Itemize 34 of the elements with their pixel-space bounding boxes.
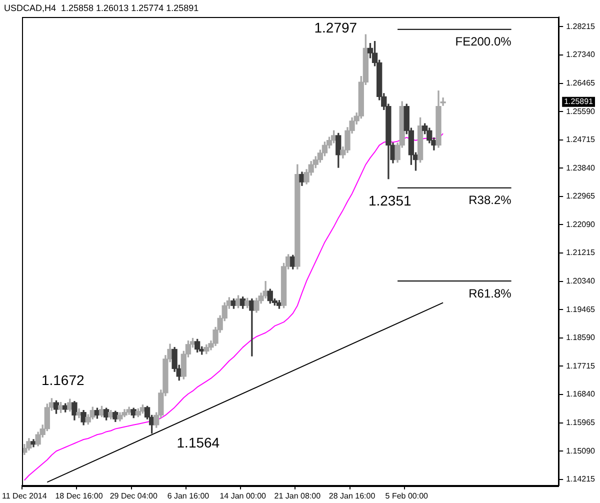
x-tick-label: 29 Dec 04:00 (110, 491, 158, 500)
annotation: 1.2351 (368, 192, 412, 208)
y-tick-label: 1.27340 (566, 50, 596, 60)
x-tick-label: 5 Feb 00:00 (385, 491, 429, 500)
series-label: FE200.0% (455, 34, 512, 49)
x-tick-label: 6 Jan 16:00 (167, 491, 210, 500)
y-tick-label: 1.14215 (566, 474, 596, 484)
y-tick-label: 1.24715 (566, 135, 596, 144)
y-tick-label: 1.28215 (566, 22, 596, 31)
series-label: R61.8% (468, 286, 512, 300)
y-tick-label: 1.19465 (566, 304, 596, 314)
annotation: 1.1672 (41, 372, 84, 388)
y-tick-label: 1.20340 (566, 276, 596, 286)
y-tick-label: 1.22090 (566, 220, 596, 229)
x-tick-label: 28 Jan 16:00 (328, 491, 376, 500)
text: 1.25891 (564, 97, 594, 106)
y-tick-label: 1.21215 (566, 248, 596, 258)
y-tick-label: 1.17715 (566, 361, 596, 370)
y-tick-label: 1.15965 (566, 418, 596, 428)
chart-title: USDCAD,H4 1.25858 1.26013 1.25774 1.25891 (4, 2, 199, 13)
annotation: 1.2797 (314, 19, 358, 36)
y-tick-label: 1.22965 (566, 192, 596, 201)
x-tick-label: 21 Jan 08:00 (274, 491, 322, 500)
x-tick-label: 11 Dec 2014 (2, 491, 48, 500)
y-tick-label: 1.25590 (566, 106, 596, 116)
y-tick-label: 1.23840 (566, 163, 596, 172)
series-label: R38.2% (468, 193, 512, 208)
x-tick-label: 14 Jan 00:00 (220, 491, 267, 500)
annotation: 1.1564 (176, 434, 220, 451)
y-tick-label: 1.16840 (566, 390, 596, 399)
y-tick-label: 1.15090 (566, 446, 596, 456)
x-tick-label: 18 Dec 16:00 (55, 491, 104, 500)
y-tick-label: 1.18590 (566, 333, 596, 342)
y-tick-label: 1.26465 (566, 78, 596, 88)
